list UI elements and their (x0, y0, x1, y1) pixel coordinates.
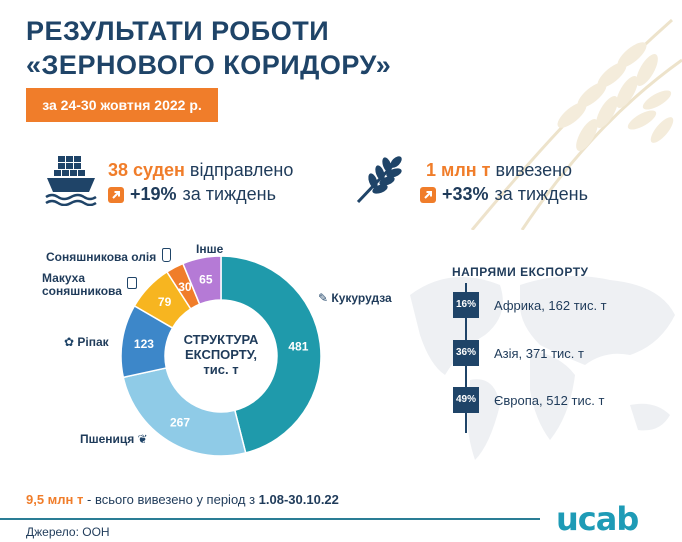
label-ripak-text: Ріпак (77, 335, 109, 349)
arrow-up-right-icon (108, 186, 124, 203)
total-period: 1.08-30.10.22 (258, 492, 339, 507)
label-kukurudza: ✎ Кукурудза (318, 291, 392, 305)
label-pshenytsia-text: Пшениця (80, 432, 135, 446)
directions-title: НАПРЯМИ ЕКСПОРТУ (452, 265, 589, 279)
wheat-icon (356, 156, 402, 204)
ships-label: відправлено (184, 160, 294, 180)
pie-value-label-4: 30 (178, 280, 192, 294)
label-ripak: ✿ Ріпак (64, 335, 109, 349)
corn-icon: ✎ (318, 291, 329, 305)
total-text: - всього вивезено у період з (83, 492, 259, 507)
direction-label-europe: Європа, 512 тис. т (494, 393, 605, 408)
ships-change: +19% за тиждень (108, 184, 276, 205)
pie-slice-1 (122, 367, 247, 457)
title-line-2: «ЗЕРНОВОГО КОРИДОРУ» (26, 50, 392, 80)
grain-stat: 1 млн т вивезено (426, 160, 572, 181)
grain-pct-label: за тиждень (494, 184, 588, 204)
oil-bottle-icon (162, 248, 171, 262)
pie-value-label-1: 267 (170, 415, 190, 429)
arrow-up-right-icon (420, 186, 436, 203)
ships-value: 38 суден (108, 160, 185, 180)
label-inshe-text: Інше (196, 242, 224, 256)
direction-pct-europe: 49% (453, 387, 479, 413)
label-soniashnykova-oliia-text: Соняшникова олія (46, 250, 157, 264)
chart-center-title-line-2: ЕКСПОРТУ, (185, 347, 257, 362)
total-exported-note: 9,5 млн т - всього вивезено у період з 1… (26, 492, 339, 507)
cake-bag-icon (127, 277, 137, 289)
label-kukurudza-text: Кукурудза (331, 291, 392, 305)
label-makukha: Макуха соняшникова (42, 272, 142, 298)
pie-value-label-5: 65 (199, 272, 213, 286)
rapeseed-icon: ✿ (64, 335, 75, 349)
label-makukha-text: Макуха соняшникова (42, 271, 122, 298)
pie-value-label-2: 123 (134, 337, 154, 351)
grain-value: 1 млн т (426, 160, 491, 180)
date-badge: за 24-30 жовтня 2022 р. (26, 88, 218, 122)
label-inshe: Інше (196, 242, 223, 256)
grain-pct: +33% (442, 184, 489, 204)
chart-center-title-line-1: СТРУКТУРА (184, 332, 259, 347)
page-title: РЕЗУЛЬТАТИ РОБОТИ «ЗЕРНОВОГО КОРИДОРУ» (26, 14, 391, 82)
direction-label-africa: Африка, 162 тис. т (494, 298, 607, 313)
direction-pct-asia: 36% (453, 340, 479, 366)
ships-pct: +19% (130, 184, 177, 204)
direction-label-asia: Азія, 371 тис. т (494, 346, 584, 361)
pie-slice-0 (220, 255, 322, 454)
pie-value-label-0: 481 (288, 339, 308, 353)
ship-icon (45, 156, 97, 206)
ships-pct-label: за тиждень (182, 184, 276, 204)
ucab-logo: ucab (556, 500, 639, 538)
wheat-small-icon: ❦ (137, 432, 148, 446)
ships-stat: 38 суден відправлено (108, 160, 293, 181)
grain-change: +33% за тиждень (420, 184, 588, 205)
pie-slice-5 (181, 255, 222, 306)
world-map-background (410, 276, 675, 460)
footer-divider (0, 518, 540, 520)
total-value: 9,5 млн т (26, 492, 84, 507)
direction-pct-africa: 16% (453, 292, 479, 318)
title-line-1: РЕЗУЛЬТАТИ РОБОТИ (26, 16, 330, 46)
pie-value-label-3: 79 (158, 295, 172, 309)
source-note: Джерело: ООН (26, 525, 110, 539)
label-pshenytsia: Пшениця ❦ (80, 432, 148, 446)
chart-center-title-line-3: тис. т (203, 362, 238, 377)
grain-label: вивезено (490, 160, 573, 180)
label-soniashnykova-oliia: Соняшникова олія (46, 250, 156, 264)
